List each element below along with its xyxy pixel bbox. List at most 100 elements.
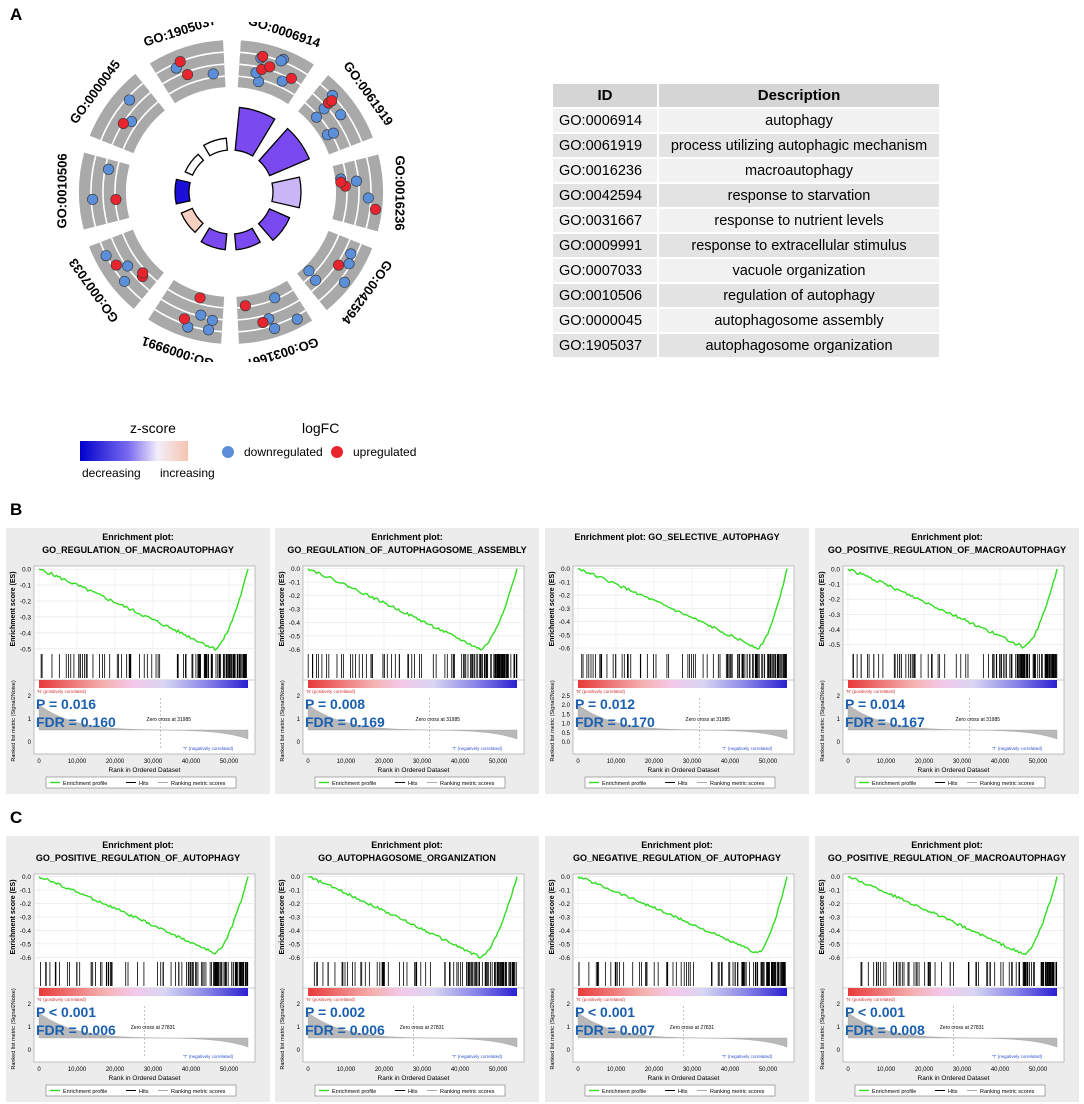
circos-track-GO:0010506 bbox=[79, 152, 130, 230]
gsea-ytick-label: -0.4 bbox=[289, 928, 301, 935]
gsea-ytick-label: -0.5 bbox=[289, 941, 301, 948]
gsea-fdr-value: FDR = 0.008 bbox=[845, 1022, 925, 1038]
gsea-ytick-label: -0.1 bbox=[829, 888, 841, 895]
gsea-xtick-label: 30,000 bbox=[413, 759, 432, 765]
panel-label-b: B bbox=[10, 500, 23, 519]
zscore-legend-title: z-score bbox=[130, 420, 176, 436]
gsea-xtick-label: 10,000 bbox=[877, 1067, 896, 1073]
gsea-pos-label: 'N' (positively correlated) bbox=[846, 689, 895, 694]
gsea-ytick-label: -0.3 bbox=[289, 915, 301, 922]
gsea-xtick-label: 40,000 bbox=[182, 1067, 201, 1073]
gsea-enrichment-profile-line bbox=[847, 568, 1058, 649]
circos-zscore-bar-GO:1905037 bbox=[202, 137, 229, 157]
gsea-metric-tick-label: 1 bbox=[28, 1025, 32, 1031]
gsea-ytick-label: -0.2 bbox=[829, 597, 841, 604]
gsea-ytick-label: -0.2 bbox=[289, 901, 301, 908]
logfc-legend-title: logFC bbox=[302, 420, 339, 436]
circos-zscore-bar-GO:0016236 bbox=[271, 176, 302, 209]
gsea-legend-profile: Enrichment profile bbox=[872, 781, 916, 787]
table-row: GO:0000045 autophagosome assembly bbox=[553, 307, 939, 332]
gsea-zero-cross-label: Zero cross at 27831 bbox=[400, 1025, 445, 1031]
gsea-legend-metric: Ranking metric scores bbox=[171, 781, 226, 787]
table-row: GO:0061919 process utilizing autophagic m… bbox=[553, 132, 939, 157]
gsea-title-line1: Enrichment plot: bbox=[102, 840, 174, 850]
zscore-low-label: decreasing bbox=[82, 466, 141, 480]
circos-gridline bbox=[342, 163, 348, 223]
gsea-ytick-label: -0.1 bbox=[289, 580, 301, 587]
gsea-title-line2: GO_REGULATION_OF_AUTOPHAGOSOME_ASSEMBLY bbox=[287, 545, 526, 555]
gsea-metric-tick-label: 0 bbox=[28, 740, 32, 746]
gsea-p-value: P = 0.012 bbox=[575, 696, 636, 712]
gsea-p-value: P = 0.008 bbox=[305, 696, 366, 712]
circos-gene-down-point bbox=[203, 324, 215, 336]
circos-gene-up-point bbox=[257, 316, 269, 328]
gsea-fdr-value: FDR = 0.007 bbox=[575, 1022, 655, 1038]
circos-gene-up-point bbox=[137, 267, 149, 279]
gsea-ytick-label: 0.0 bbox=[831, 874, 840, 881]
gsea-xtick-label: 20,000 bbox=[645, 1067, 664, 1073]
gsea-plot-C3: Enrichment plot: GO_NEGATIVE_REGULATION_O… bbox=[545, 836, 809, 1102]
circos-zscore-bar-GO:0042594 bbox=[257, 208, 291, 242]
gsea-svg: Enrichment plot: GO_NEGATIVE_REGULATION_O… bbox=[549, 840, 795, 1097]
circos-gridline bbox=[102, 158, 109, 224]
gsea-metric-tick-label: 0.5 bbox=[562, 731, 571, 737]
gsea-zero-cross-label: Zero cross at 31985 bbox=[416, 717, 461, 723]
gsea-ytick-label: -0.3 bbox=[20, 614, 32, 621]
gsea-heat-bar bbox=[308, 988, 517, 996]
gsea-ytick-label: 0.0 bbox=[22, 874, 31, 881]
gsea-zero-cross-label: Zero cross at 31985 bbox=[686, 717, 731, 723]
gsea-ytick-label: -0.2 bbox=[559, 593, 571, 600]
table-cell-id: GO:0010506 bbox=[553, 282, 659, 307]
circos-gene-down-point bbox=[103, 163, 115, 175]
circos-gene-down-point bbox=[269, 292, 281, 304]
gsea-ytick-label: -0.3 bbox=[829, 612, 841, 619]
gsea-ranking-metric-area bbox=[307, 704, 518, 740]
table-row: GO:0006914 autophagy bbox=[553, 107, 939, 132]
circos-gene-up-point bbox=[194, 292, 206, 304]
gsea-ytick-label: 0.0 bbox=[291, 566, 300, 573]
gsea-legend-hits: Hits bbox=[678, 1089, 688, 1095]
gsea-heat-bar bbox=[578, 988, 787, 996]
gsea-plot-C2: Enrichment plot: GO_AUTOPHAGOSOME_ORGANIZ… bbox=[275, 836, 539, 1102]
gsea-metric-tick-label: 0.0 bbox=[562, 740, 571, 746]
gsea-title-line1: Enrichment plot: bbox=[911, 532, 983, 542]
gsea-ytick-label: -0.5 bbox=[829, 642, 841, 649]
table-cell-id: GO:0006914 bbox=[553, 107, 659, 132]
gsea-metric-tick-label: 2 bbox=[837, 1002, 841, 1008]
gsea-xtick-label: 40,000 bbox=[451, 1067, 470, 1073]
gsea-ytick-label: -0.3 bbox=[829, 915, 841, 922]
gsea-xtick-label: 0 bbox=[37, 1067, 41, 1073]
gsea-xtick-label: 0 bbox=[306, 1067, 310, 1073]
gsea-ranking-metric-area bbox=[38, 704, 249, 740]
table-header-description: Description bbox=[659, 84, 939, 107]
gsea-ytick-label: 0.0 bbox=[831, 567, 840, 574]
gsea-metric-tick-label: 1 bbox=[567, 1025, 571, 1031]
gsea-xlabel: Rank in Ordered Dataset bbox=[378, 767, 450, 774]
gsea-legend-metric: Ranking metric scores bbox=[440, 781, 495, 787]
gsea-enrichment-profile-line bbox=[38, 876, 249, 955]
gsea-ytick-label: -0.5 bbox=[20, 646, 32, 653]
gsea-legend-profile: Enrichment profile bbox=[332, 781, 376, 787]
gsea-ytick-label: -0.3 bbox=[289, 607, 301, 614]
gsea-legend-profile: Enrichment profile bbox=[332, 1089, 376, 1095]
gsea-neg-label: 'T' (negatively correlated) bbox=[722, 746, 773, 751]
gsea-legend-hits: Hits bbox=[948, 781, 958, 787]
gsea-metric-tick-label: 0 bbox=[567, 1048, 571, 1054]
go-term-table: ID Description GO:0006914 autophagy GO:006… bbox=[553, 84, 939, 357]
gsea-xtick-label: 20,000 bbox=[915, 759, 934, 765]
gsea-xlabel: Rank in Ordered Dataset bbox=[918, 1075, 990, 1082]
circos-gene-up-point bbox=[333, 259, 345, 271]
gsea-xtick-label: 0 bbox=[576, 759, 580, 765]
gsea-ylabel-es: Enrichment score (ES) bbox=[819, 879, 826, 954]
circos-gene-down-point bbox=[276, 75, 288, 87]
gsea-pos-label: 'N' (positively correlated) bbox=[306, 689, 355, 694]
table-cell-description: response to nutrient levels bbox=[659, 207, 939, 232]
gsea-ylabel-metric: Ranked list metric (Signal2Noise) bbox=[280, 680, 286, 761]
table-cell-description: macroautophagy bbox=[659, 157, 939, 182]
gsea-ytick-label: -0.2 bbox=[20, 901, 32, 908]
gsea-neg-label: 'T' (negatively correlated) bbox=[183, 1054, 234, 1059]
table-cell-id: GO:1905037 bbox=[553, 332, 659, 357]
table-cell-description: vacuole organization bbox=[659, 257, 939, 282]
gsea-xtick-label: 10,000 bbox=[877, 759, 896, 765]
gsea-xtick-label: 50,000 bbox=[489, 759, 508, 765]
